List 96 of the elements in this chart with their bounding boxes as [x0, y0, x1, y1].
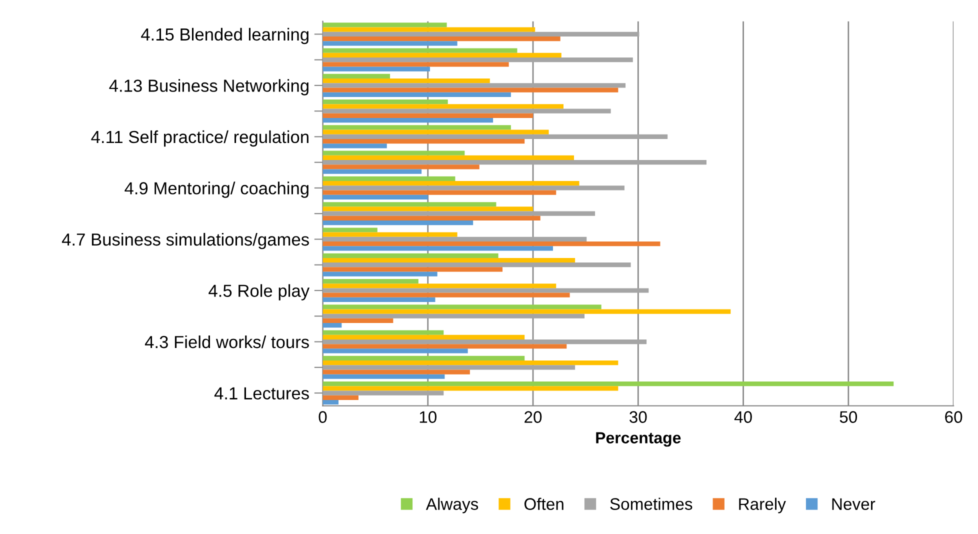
y-tick-label: 4.7 Business simulations/games [62, 232, 309, 250]
bar [322, 41, 458, 46]
bar [322, 169, 422, 174]
bar [322, 339, 647, 344]
y-tick-label: 4.15 Blended learning [141, 28, 308, 44]
bar [322, 253, 498, 258]
bar [322, 220, 474, 226]
bar [322, 52, 562, 58]
y-tick-label: 4.13 Business Networking [109, 79, 308, 96]
bar [322, 232, 458, 237]
y-tick-label: 4.9 Mentoring/ coaching [124, 182, 308, 198]
legend-label: Rarely [739, 498, 786, 514]
y-tick-label: 4.11 Self practice/ regulation [91, 130, 308, 147]
bar [322, 22, 447, 28]
bar [322, 92, 511, 97]
bar [322, 181, 580, 186]
legend-label: Never [832, 498, 876, 510]
x-axis-title: Percentage [596, 432, 681, 447]
bar [322, 242, 660, 246]
bar [322, 194, 428, 200]
bar [322, 400, 339, 405]
bar [322, 272, 438, 276]
y-tick-label: 4.1 Lectures [214, 387, 309, 400]
bar [322, 395, 358, 400]
bar [322, 211, 596, 216]
bar [322, 32, 640, 36]
bar [322, 374, 445, 379]
bar [322, 150, 465, 156]
bar [322, 100, 448, 104]
bar [322, 297, 436, 302]
bar [322, 74, 390, 79]
y-tick-label: 4.5 Role play [208, 284, 310, 300]
bar [322, 66, 430, 72]
bar [322, 216, 540, 221]
x-tick-label: 60 [945, 411, 962, 423]
bar [322, 130, 549, 134]
bar [322, 27, 536, 32]
bar [322, 246, 553, 251]
bar [322, 88, 618, 92]
bar [322, 318, 394, 324]
bar [322, 381, 894, 386]
bar [322, 348, 468, 354]
bar [322, 356, 525, 360]
bar [322, 118, 494, 123]
bar [322, 262, 631, 268]
bar [322, 228, 378, 232]
bar [322, 78, 490, 84]
bar [322, 360, 618, 366]
bar [322, 370, 470, 374]
bar [322, 267, 503, 272]
bar [322, 309, 731, 314]
bar [322, 160, 706, 165]
bar [322, 108, 611, 114]
bar [322, 334, 525, 340]
x-tick-label: 30 [630, 411, 647, 423]
bar [322, 236, 587, 242]
y-tick-label: 4.3 Field works/ tours [144, 335, 309, 348]
bar [322, 134, 668, 140]
bar [322, 314, 585, 318]
x-tick-label: 50 [840, 411, 858, 423]
bar [322, 125, 511, 130]
bar [322, 386, 618, 391]
bar [322, 155, 574, 160]
bar [322, 104, 564, 109]
bar [322, 62, 509, 67]
bar [322, 206, 534, 212]
bar [322, 48, 518, 53]
legend-label: Often [524, 498, 564, 510]
legend-label: Always [426, 498, 478, 514]
bar [322, 190, 556, 195]
bar [322, 292, 570, 298]
bar [322, 330, 444, 335]
x-tick-label: 10 [420, 411, 436, 423]
bar [322, 344, 567, 349]
bar [322, 113, 534, 118]
bar [322, 278, 418, 284]
bar [322, 144, 387, 148]
bar [322, 202, 496, 207]
bar [322, 139, 525, 144]
bar [322, 365, 576, 370]
bar [322, 390, 444, 396]
bar [322, 83, 626, 88]
bar [322, 58, 633, 62]
bar [322, 284, 556, 288]
x-tick-label: 40 [734, 411, 752, 423]
bar [322, 304, 602, 310]
bar [322, 176, 456, 182]
x-tick-label: 0 [318, 411, 327, 423]
bar [322, 323, 342, 328]
bar [322, 36, 560, 42]
legend-label: Sometimes [610, 498, 692, 510]
bar [322, 258, 576, 263]
bar [322, 186, 624, 190]
bar [322, 288, 649, 293]
bar [322, 164, 480, 170]
x-tick-label: 20 [524, 411, 542, 423]
